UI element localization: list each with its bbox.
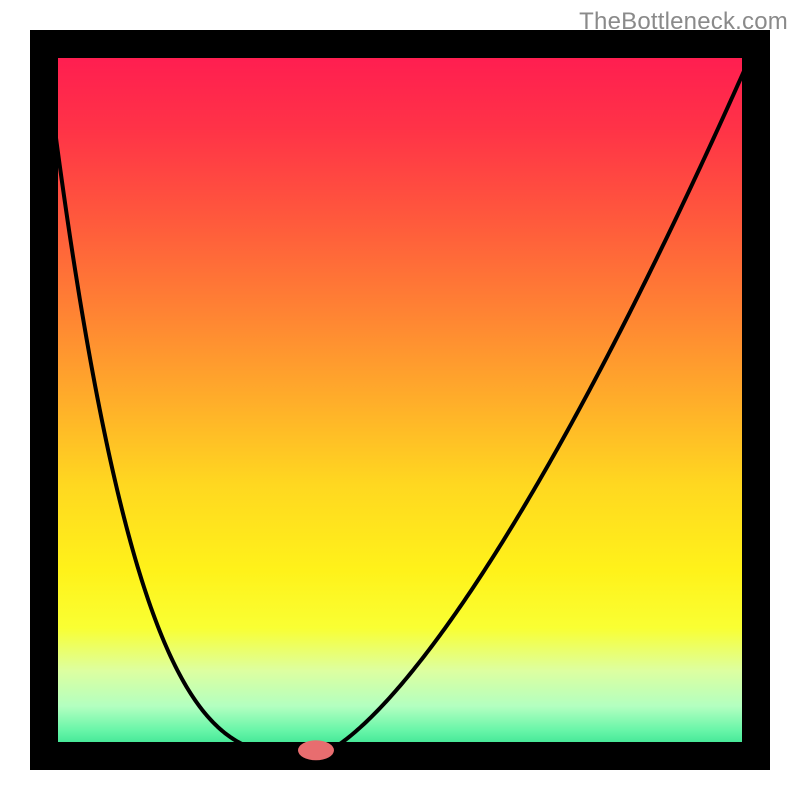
watermark-text: TheBottleneck.com — [579, 8, 788, 36]
chart-container: TheBottleneck.com — [0, 0, 800, 800]
bottleneck-chart — [0, 0, 800, 800]
gradient-background — [44, 44, 756, 756]
optimum-marker — [298, 740, 334, 760]
